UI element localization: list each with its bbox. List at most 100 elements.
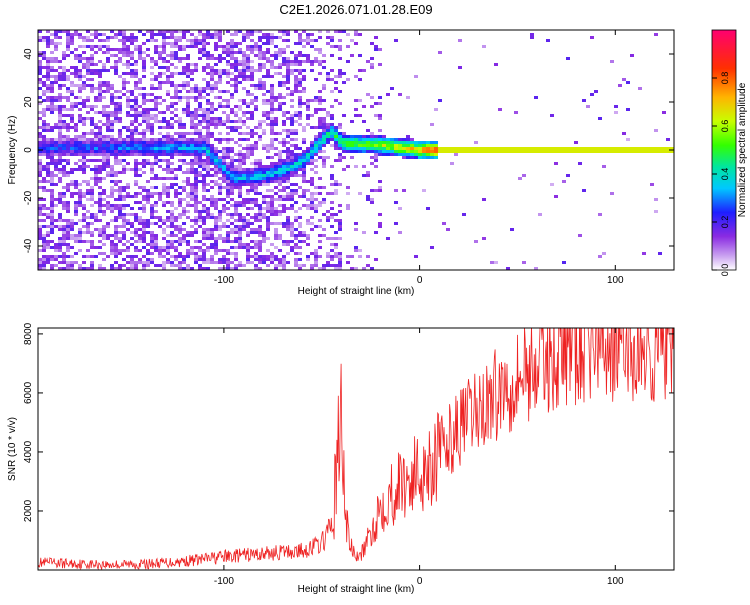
heatmap-cell <box>234 252 238 255</box>
heatmap-cell <box>214 174 218 177</box>
heatmap-cell <box>130 90 134 93</box>
heatmap-cell <box>178 264 182 267</box>
heatmap-cell <box>274 99 278 102</box>
heatmap-cell <box>282 144 286 147</box>
heatmap-cell <box>266 51 270 54</box>
heatmap-cell <box>274 54 278 57</box>
heatmap-cell <box>186 192 190 195</box>
heatmap-cell <box>230 213 234 216</box>
heatmap-cell <box>330 135 334 138</box>
heatmap-cell <box>42 147 46 150</box>
heatmap-cell <box>150 261 154 264</box>
heatmap-cell <box>118 108 122 111</box>
heatmap-cell <box>118 252 122 255</box>
heatmap-cell <box>258 261 262 264</box>
heatmap-cell <box>326 129 330 132</box>
heatmap-cell <box>378 222 382 225</box>
heatmap-cell <box>278 198 282 201</box>
heatmap-cell <box>250 78 254 81</box>
heatmap-cell <box>406 153 410 156</box>
heatmap-cell <box>318 108 322 111</box>
heatmap-cell <box>122 126 126 129</box>
heatmap-cell <box>170 162 174 165</box>
heatmap-cell <box>330 264 334 267</box>
heatmap-cell <box>86 153 90 156</box>
heatmap-cell <box>366 255 370 258</box>
heatmap-cell <box>130 225 134 228</box>
heatmap-cell <box>170 63 174 66</box>
heatmap-cell <box>42 123 46 126</box>
heatmap-cell <box>82 51 86 54</box>
heatmap-cell <box>62 207 66 210</box>
heatmap-cell <box>654 150 658 153</box>
heatmap-cell <box>186 180 190 183</box>
heatmap-cell <box>70 126 74 129</box>
heatmap-cell <box>42 93 46 96</box>
heatmap-cell <box>334 45 338 48</box>
heatmap-cell <box>270 129 274 132</box>
heatmap-cell <box>274 228 278 231</box>
heatmap-cell <box>74 102 78 105</box>
heatmap-cell <box>126 63 130 66</box>
heatmap-cell <box>126 111 130 114</box>
heatmap-cell <box>274 180 278 183</box>
heatmap-cell <box>286 93 290 96</box>
heatmap-cell <box>90 147 94 150</box>
heatmap-cell <box>206 213 210 216</box>
heatmap-cell <box>270 132 274 135</box>
heatmap-cell <box>278 168 282 171</box>
heatmap-cell <box>358 141 362 144</box>
heatmap-cell <box>502 150 506 153</box>
heatmap-cell <box>226 75 230 78</box>
heatmap-cell <box>142 66 146 69</box>
heatmap-cell <box>154 159 158 162</box>
heatmap-cell <box>42 84 46 87</box>
heatmap-cell <box>46 138 50 141</box>
heatmap-cell <box>242 264 246 267</box>
heatmap-cell <box>294 228 298 231</box>
heatmap-cell <box>318 192 322 195</box>
heatmap-cell <box>330 117 334 120</box>
heatmap-cell <box>250 174 254 177</box>
heatmap-cell <box>122 81 126 84</box>
heatmap-cell <box>494 147 498 150</box>
heatmap-cell <box>142 33 146 36</box>
heatmap-cell <box>106 129 110 132</box>
heatmap-cell <box>302 189 306 192</box>
heatmap-cell <box>98 147 102 150</box>
heatmap-cell <box>62 108 66 111</box>
heatmap-cell <box>246 252 250 255</box>
heatmap-cell <box>82 156 86 159</box>
heatmap-cell <box>318 120 322 123</box>
heatmap-cell <box>98 231 102 234</box>
heatmap-cell <box>82 207 86 210</box>
heatmap-cell <box>290 222 294 225</box>
heatmap-cell <box>294 234 298 237</box>
heatmap-cell <box>238 231 242 234</box>
heatmap-cell <box>310 252 314 255</box>
heatmap-cell <box>198 240 202 243</box>
heatmap-cell <box>114 189 118 192</box>
heatmap-cell <box>194 198 198 201</box>
heatmap-cell <box>286 141 290 144</box>
heatmap-cell <box>254 228 258 231</box>
heatmap-cell <box>70 219 74 222</box>
heatmap-cell <box>222 240 226 243</box>
heatmap-cell <box>178 252 182 255</box>
heatmap-cell <box>290 93 294 96</box>
heatmap-cell <box>210 168 214 171</box>
heatmap-cell <box>134 234 138 237</box>
heatmap-cell <box>234 111 238 114</box>
heatmap-cell <box>50 105 54 108</box>
heatmap-cell <box>190 96 194 99</box>
heatmap-cell <box>338 75 342 78</box>
heatmap-cell <box>278 213 282 216</box>
heatmap-cell <box>74 141 78 144</box>
heatmap-cell <box>262 183 266 186</box>
heatmap-cell <box>250 222 254 225</box>
heatmap-cell <box>178 231 182 234</box>
heatmap-cell <box>378 114 382 117</box>
heatmap-cell <box>178 90 182 93</box>
heatmap-cell <box>150 204 154 207</box>
heatmap-cell <box>246 90 250 93</box>
